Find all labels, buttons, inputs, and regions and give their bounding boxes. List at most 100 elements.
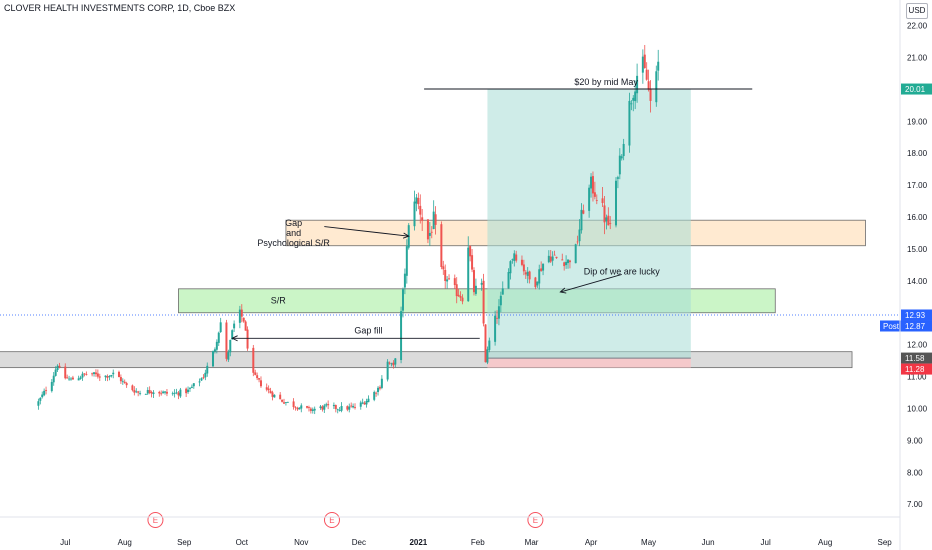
- candle[interactable]: [392, 360, 395, 369]
- candle[interactable]: [595, 194, 598, 205]
- candle[interactable]: [528, 270, 531, 284]
- candle[interactable]: [252, 344, 255, 377]
- candle[interactable]: [185, 387, 188, 398]
- candle[interactable]: [267, 385, 270, 394]
- candle[interactable]: [332, 402, 335, 409]
- candle[interactable]: [645, 62, 648, 81]
- candle[interactable]: [58, 362, 61, 369]
- candle[interactable]: [283, 398, 286, 405]
- earnings-marker[interactable]: E: [147, 512, 164, 528]
- position-loss-zone[interactable]: [487, 358, 691, 368]
- candle[interactable]: [198, 378, 201, 387]
- candle[interactable]: [213, 347, 216, 354]
- candle[interactable]: [233, 320, 236, 332]
- candle[interactable]: [618, 148, 621, 180]
- candle[interactable]: [265, 383, 268, 392]
- candle[interactable]: [190, 384, 193, 389]
- price-tag[interactable]: 12.87 Post: [880, 320, 932, 332]
- earnings-marker[interactable]: E: [527, 512, 544, 528]
- candle[interactable]: [187, 386, 190, 394]
- candle[interactable]: [482, 273, 485, 327]
- candle[interactable]: [403, 268, 406, 295]
- candle[interactable]: [467, 236, 470, 302]
- candle[interactable]: [442, 260, 445, 275]
- candle[interactable]: [501, 281, 504, 295]
- candle[interactable]: [133, 386, 136, 396]
- candle[interactable]: [338, 407, 341, 412]
- candle[interactable]: [158, 390, 161, 397]
- candle[interactable]: [607, 207, 610, 226]
- candle[interactable]: [346, 405, 349, 412]
- candle[interactable]: [106, 374, 109, 382]
- candle[interactable]: [66, 374, 69, 379]
- candle[interactable]: [271, 390, 274, 401]
- candle[interactable]: [160, 390, 163, 396]
- candle[interactable]: [242, 317, 245, 323]
- candle[interactable]: [603, 195, 606, 235]
- candle[interactable]: [350, 402, 353, 408]
- candle[interactable]: [286, 401, 289, 403]
- candle[interactable]: [524, 270, 527, 280]
- candle[interactable]: [85, 371, 88, 376]
- candle[interactable]: [340, 402, 343, 413]
- candle[interactable]: [538, 264, 541, 290]
- candle[interactable]: [292, 398, 295, 410]
- candle[interactable]: [354, 403, 357, 410]
- candle[interactable]: [258, 378, 261, 383]
- candle[interactable]: [472, 267, 475, 296]
- candle[interactable]: [549, 249, 552, 264]
- candle[interactable]: [77, 375, 80, 381]
- candle[interactable]: [204, 369, 207, 381]
- candle[interactable]: [202, 374, 205, 380]
- candle[interactable]: [359, 400, 362, 410]
- candle[interactable]: [378, 385, 381, 391]
- candle[interactable]: [386, 359, 389, 382]
- candle[interactable]: [394, 357, 397, 368]
- candle[interactable]: [555, 256, 558, 259]
- candle[interactable]: [432, 200, 435, 230]
- candle[interactable]: [590, 173, 593, 198]
- candle[interactable]: [540, 261, 543, 272]
- candle[interactable]: [41, 391, 44, 399]
- candle[interactable]: [601, 187, 604, 208]
- candle[interactable]: [256, 372, 259, 381]
- candle[interactable]: [643, 44, 646, 69]
- candle[interactable]: [144, 393, 147, 395]
- candle[interactable]: [480, 278, 483, 291]
- candle[interactable]: [217, 331, 220, 347]
- candle[interactable]: [327, 400, 330, 410]
- candle[interactable]: [173, 389, 176, 398]
- candle[interactable]: [509, 260, 512, 280]
- candle[interactable]: [119, 374, 122, 384]
- candle[interactable]: [171, 391, 174, 396]
- currency-button[interactable]: USD: [906, 3, 928, 19]
- candle[interactable]: [206, 362, 209, 377]
- candle[interactable]: [152, 390, 155, 398]
- candle[interactable]: [81, 371, 84, 381]
- candle[interactable]: [593, 181, 596, 200]
- candle[interactable]: [641, 49, 644, 84]
- candle[interactable]: [605, 214, 608, 230]
- candle[interactable]: [419, 194, 422, 224]
- candle[interactable]: [453, 274, 456, 289]
- candle[interactable]: [363, 401, 366, 405]
- candle[interactable]: [400, 306, 403, 364]
- candle[interactable]: [430, 226, 433, 239]
- candle[interactable]: [309, 407, 312, 414]
- candle[interactable]: [417, 192, 420, 210]
- candle[interactable]: [352, 403, 355, 409]
- candle[interactable]: [179, 387, 182, 398]
- candle[interactable]: [273, 394, 276, 398]
- candle[interactable]: [471, 249, 474, 273]
- candle[interactable]: [108, 375, 111, 381]
- candle[interactable]: [547, 250, 550, 264]
- candle[interactable]: [148, 386, 151, 395]
- candle[interactable]: [52, 372, 55, 386]
- candle[interactable]: [380, 375, 383, 390]
- candle[interactable]: [542, 263, 545, 276]
- candle[interactable]: [582, 204, 585, 215]
- candle[interactable]: [361, 398, 364, 405]
- candle[interactable]: [616, 175, 619, 189]
- candle[interactable]: [647, 69, 650, 92]
- candle[interactable]: [428, 222, 431, 246]
